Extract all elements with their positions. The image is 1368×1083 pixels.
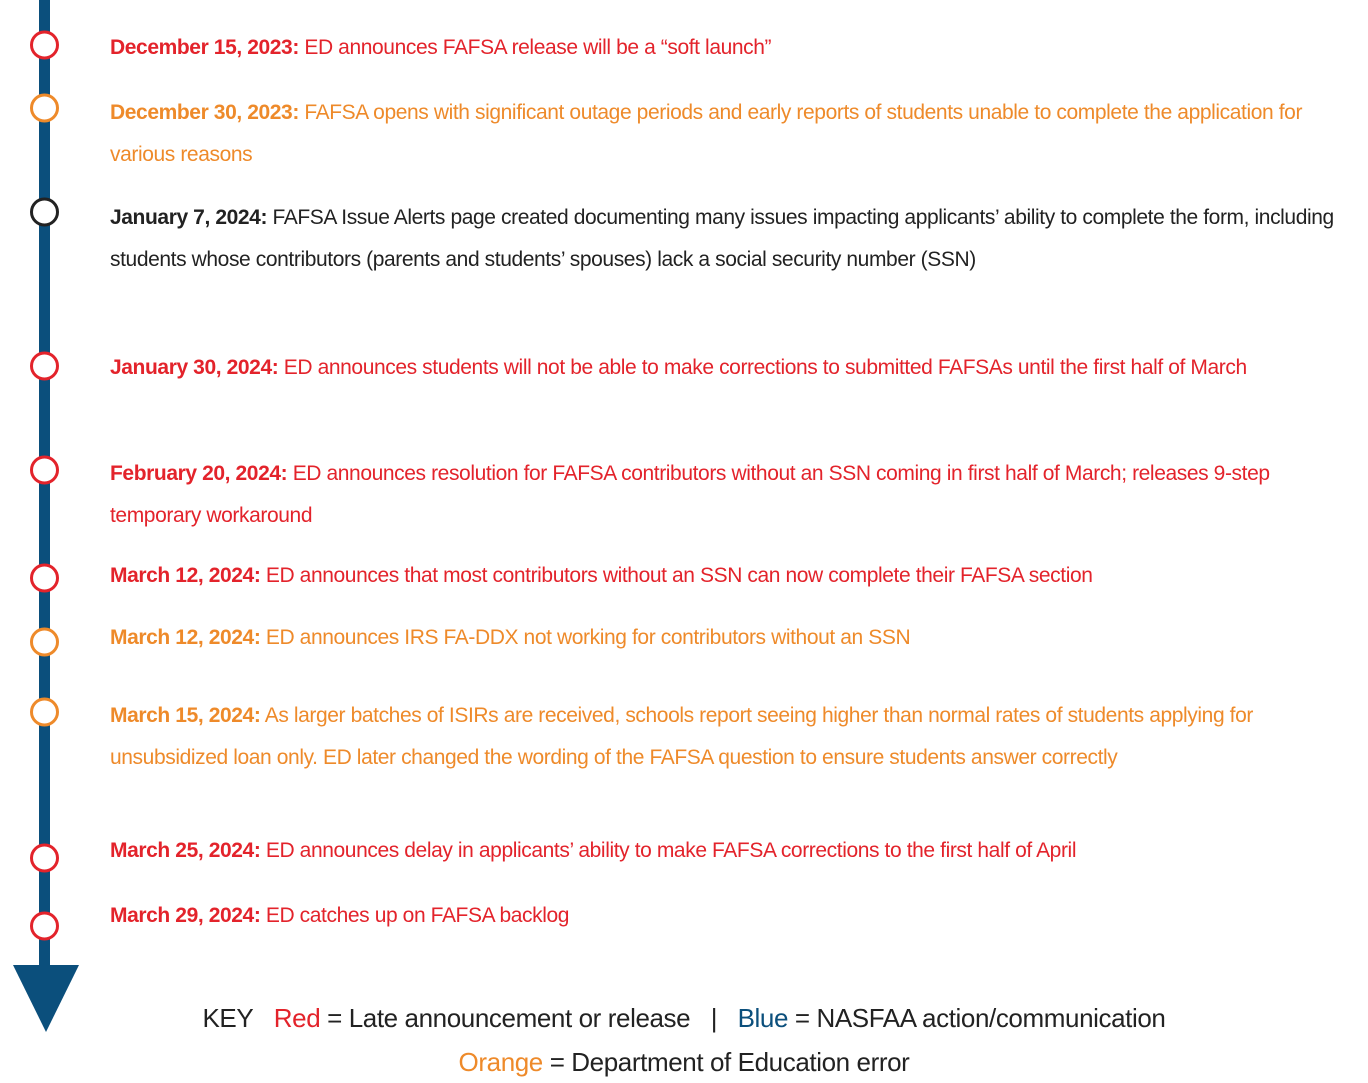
- event-date: January 30, 2024:: [110, 356, 279, 379]
- event-date: March 25, 2024:: [110, 839, 261, 862]
- event: March 29, 2024: ED catches up on FAFSA b…: [110, 895, 1355, 937]
- event-text: FAFSA opens with significant outage peri…: [110, 101, 1303, 166]
- event-text: ED announces students will not be able t…: [283, 356, 1247, 379]
- event-text: ED announces FAFSA release will be a “so…: [304, 36, 772, 59]
- event: December 30, 2023: FAFSA opens with sign…: [110, 92, 1355, 176]
- key-blue-text: = NASFAA action/communication: [794, 1003, 1166, 1033]
- event: February 20, 2024: ED announces resoluti…: [110, 453, 1355, 537]
- event: March 12, 2024: ED announces that most c…: [110, 555, 1355, 597]
- event-date: February 20, 2024:: [110, 462, 288, 485]
- event-date: March 12, 2024:: [110, 626, 261, 649]
- event: March 12, 2024: ED announces IRS FA-DDX …: [110, 617, 1355, 659]
- event-marker: [30, 30, 59, 60]
- event-marker: [30, 697, 59, 727]
- event-date: December 15, 2023:: [110, 36, 299, 59]
- event: March 25, 2024: ED announces delay in ap…: [110, 830, 1355, 872]
- event-text: FAFSA Issue Alerts page created document…: [110, 206, 1334, 271]
- key-line-2: Orange = Department of Education error: [0, 1047, 1368, 1078]
- event: January 30, 2024: ED announces students …: [110, 347, 1355, 389]
- event-marker: [30, 93, 59, 123]
- event-text: As larger batches of ISIRs are received,…: [110, 704, 1253, 769]
- timeline-line: [39, 0, 50, 975]
- key-blue: Blue: [737, 1003, 789, 1033]
- event-date: March 12, 2024:: [110, 564, 261, 587]
- key-orange: Orange: [458, 1047, 544, 1077]
- key-line-1: KEY Red = Late announcement or release |…: [0, 1003, 1368, 1034]
- event: March 15, 2024: As larger batches of ISI…: [110, 695, 1355, 779]
- event-marker: [30, 351, 59, 381]
- key-red: Red: [273, 1003, 321, 1033]
- event-date: March 29, 2024:: [110, 904, 261, 927]
- event-date: December 30, 2023:: [110, 101, 299, 124]
- key-separator: |: [710, 1003, 718, 1033]
- event-text: ED catches up on FAFSA backlog: [265, 904, 570, 927]
- event-text: ED announces that most contributors with…: [265, 564, 1093, 587]
- event-marker: [30, 911, 59, 941]
- key-label: KEY: [202, 1003, 254, 1033]
- timeline-arrow: [13, 965, 79, 1032]
- event-marker: [30, 563, 59, 593]
- event-marker: [30, 843, 59, 873]
- event-marker: [30, 197, 59, 227]
- event-text: ED announces delay in applicants’ abilit…: [265, 839, 1077, 862]
- key-orange-text: = Department of Education error: [549, 1047, 910, 1077]
- key-red-text: = Late announcement or release: [327, 1003, 691, 1033]
- event-text: ED announces resolution for FAFSA contri…: [110, 462, 1270, 527]
- event-marker: [30, 627, 59, 657]
- event-date: March 15, 2024:: [110, 704, 261, 727]
- event-marker: [30, 455, 59, 485]
- event: January 7, 2024: FAFSA Issue Alerts page…: [110, 197, 1355, 281]
- event-date: January 7, 2024:: [110, 206, 268, 229]
- event-text: ED announces IRS FA-DDX not working for …: [265, 626, 911, 649]
- event: December 15, 2023: ED announces FAFSA re…: [110, 27, 1355, 69]
